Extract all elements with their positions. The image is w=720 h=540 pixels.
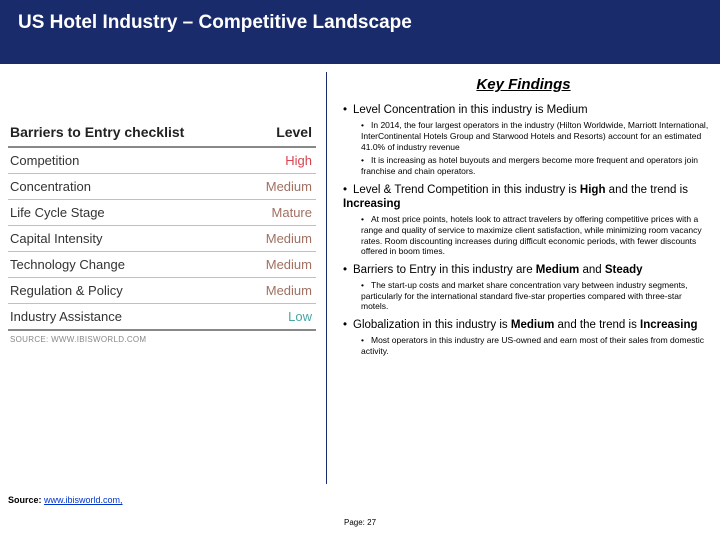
left-column: Barriers to Entry checklist Level Compet… bbox=[6, 72, 326, 484]
barriers-checklist-table: Barriers to Entry checklist Level Compet… bbox=[8, 118, 316, 331]
body-area: Barriers to Entry checklist Level Compet… bbox=[0, 64, 720, 484]
table-row: Capital IntensityMedium bbox=[8, 226, 316, 252]
checklist-value: Medium bbox=[247, 252, 316, 278]
checklist-source: SOURCE: WWW.IBISWORLD.COM bbox=[8, 331, 316, 344]
table-row: Regulation & PolicyMedium bbox=[8, 278, 316, 304]
right-column: Key Findings •Level Concentration in thi… bbox=[326, 72, 714, 484]
table-row: Life Cycle StageMature bbox=[8, 200, 316, 226]
checklist-value: Low bbox=[247, 304, 316, 331]
checklist-label: Concentration bbox=[8, 174, 247, 200]
checklist-value: Medium bbox=[247, 174, 316, 200]
key-findings-heading: Key Findings bbox=[337, 76, 710, 93]
table-row: Technology ChangeMedium bbox=[8, 252, 316, 278]
checklist-label: Regulation & Policy bbox=[8, 278, 247, 304]
checklist-label: Competition bbox=[8, 147, 247, 174]
finding-barriers-sub: •The start-up costs and market share con… bbox=[361, 280, 710, 312]
checklist-header-left: Barriers to Entry checklist bbox=[8, 118, 247, 147]
finding-competition: •Level & Trend Competition in this indus… bbox=[343, 183, 710, 212]
checklist-label: Technology Change bbox=[8, 252, 247, 278]
finding-concentration-sub-2: •It is increasing as hotel buyouts and m… bbox=[361, 155, 710, 176]
checklist-header-right: Level bbox=[247, 118, 316, 147]
table-row: CompetitionHigh bbox=[8, 147, 316, 174]
checklist-value: Medium bbox=[247, 278, 316, 304]
checklist-label: Life Cycle Stage bbox=[8, 200, 247, 226]
page-number: Page: 27 bbox=[8, 518, 712, 527]
page-title: US Hotel Industry – Competitive Landscap… bbox=[18, 12, 702, 34]
table-row: Industry AssistanceLow bbox=[8, 304, 316, 331]
checklist-value: Medium bbox=[247, 226, 316, 252]
finding-concentration-sub-1: •In 2014, the four largest operators in … bbox=[361, 120, 710, 152]
checklist-label: Industry Assistance bbox=[8, 304, 247, 331]
finding-competition-sub: •At most price points, hotels look to at… bbox=[361, 214, 710, 257]
table-row: ConcentrationMedium bbox=[8, 174, 316, 200]
finding-concentration: •Level Concentration in this industry is… bbox=[343, 103, 710, 117]
title-bar: US Hotel Industry – Competitive Landscap… bbox=[0, 0, 720, 64]
checklist-label: Capital Intensity bbox=[8, 226, 247, 252]
checklist-value: Mature bbox=[247, 200, 316, 226]
finding-barriers: •Barriers to Entry in this industry are … bbox=[343, 263, 710, 277]
source-label: Source: bbox=[8, 495, 44, 505]
source-link[interactable]: www.ibisworld.com, bbox=[44, 495, 123, 505]
footer: Source: www.ibisworld.com, Page: 27 bbox=[0, 484, 720, 527]
finding-globalization-sub: •Most operators in this industry are US-… bbox=[361, 335, 710, 356]
checklist-value: High bbox=[247, 147, 316, 174]
finding-globalization: •Globalization in this industry is Mediu… bbox=[343, 318, 710, 332]
